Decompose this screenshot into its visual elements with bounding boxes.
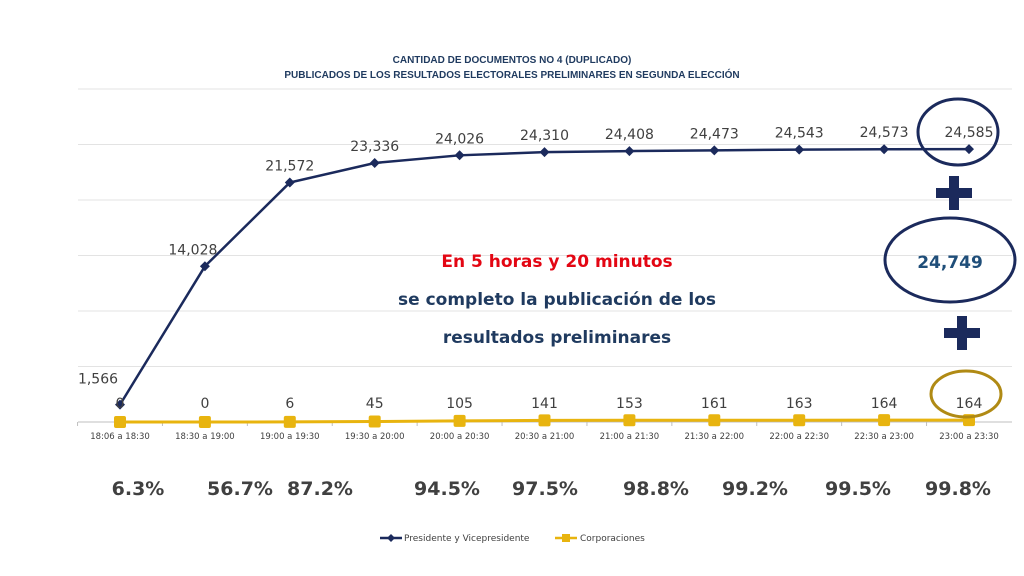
data-label: 45 — [366, 396, 384, 412]
chart-title: CANTIDAD DE DOCUMENTOS NO 4 (DUPLICADO) — [393, 55, 632, 66]
percentage-label: 97.5% — [512, 478, 578, 500]
data-label: 0 — [116, 396, 125, 412]
data-label: 24,473 — [690, 126, 739, 142]
x-tick-label: 22:00 a 22:30 — [769, 432, 829, 442]
data-point-corporaciones[interactable] — [283, 415, 296, 428]
percentage-label: 98.8% — [623, 478, 689, 500]
data-label: 1,566 — [78, 372, 118, 388]
x-tick-label: 19:00 a 19:30 — [260, 432, 320, 442]
x-tick-label: 22:30 a 23:00 — [854, 432, 914, 442]
x-tick-label: 18:06 a 18:30 — [90, 432, 150, 442]
data-point-corporaciones[interactable] — [198, 416, 211, 428]
data-point-presidente[interactable] — [369, 157, 380, 168]
legend-label: Presidente y Vicepresidente — [404, 534, 530, 544]
data-label: 0 — [200, 396, 209, 412]
data-point-corporaciones[interactable] — [708, 414, 721, 427]
data-point-corporaciones[interactable] — [623, 414, 636, 427]
data-point-corporaciones[interactable] — [793, 414, 806, 427]
data-label: 23,336 — [350, 139, 399, 155]
data-label: 24,543 — [775, 126, 824, 142]
total-value: 24,749 — [917, 253, 983, 273]
legend-label: Corporaciones — [580, 534, 645, 544]
total-circle — [883, 216, 1017, 304]
percentage-label: 94.5% — [414, 478, 480, 500]
data-label: 14,028 — [168, 242, 217, 258]
data-point-corporaciones[interactable] — [368, 415, 381, 428]
data-point-presidente[interactable] — [624, 146, 635, 157]
plus-icon — [944, 316, 980, 350]
square-marker-icon — [562, 534, 570, 542]
data-point-presidente[interactable] — [879, 144, 890, 155]
data-point-presidente[interactable] — [115, 399, 125, 410]
x-tick-label: 21:00 a 21:30 — [600, 432, 660, 442]
annotation-time: En 5 horas y 20 minutos — [441, 252, 672, 272]
diamond-marker-icon — [387, 534, 395, 542]
data-label: 24,408 — [605, 127, 654, 143]
data-label: 163 — [786, 396, 813, 412]
data-label: 6 — [285, 396, 294, 412]
percentage-label: 99.8% — [925, 478, 991, 500]
data-point-corporaciones[interactable] — [878, 414, 891, 427]
x-tick-label: 18:30 a 19:00 — [175, 432, 235, 442]
percentage-label: 87.2% — [287, 478, 353, 500]
data-label: 24,310 — [520, 128, 569, 144]
data-point-corporaciones[interactable] — [538, 414, 551, 427]
legend-item-corporaciones[interactable]: Corporaciones — [555, 534, 645, 544]
data-label: 164 — [956, 396, 983, 412]
highlight-circle-corporaciones — [929, 369, 1003, 419]
data-label: 24,573 — [860, 125, 909, 141]
chart-subtitle: PUBLICADOS DE LOS RESULTADOS ELECTORALES… — [284, 68, 739, 81]
legend: Presidente y Vicepresidente Corporacione… — [380, 534, 645, 544]
data-point-presidente[interactable] — [539, 147, 550, 158]
data-point-presidente[interactable] — [794, 144, 805, 155]
data-point-corporaciones[interactable] — [114, 416, 126, 428]
data-point-presidente[interactable] — [964, 144, 974, 155]
data-label: 24,026 — [435, 131, 484, 147]
data-point-presidente[interactable] — [284, 177, 295, 188]
data-label: 161 — [701, 396, 728, 412]
data-label: 141 — [531, 396, 558, 412]
data-label: 21,572 — [265, 159, 314, 175]
annotation-line2: se completo la publicación de los — [398, 290, 716, 310]
percentage-label: 99.2% — [722, 478, 788, 500]
annotation-line3: resultados preliminares — [443, 328, 671, 348]
data-label: 153 — [616, 396, 643, 412]
legend-item-presidente[interactable]: Presidente y Vicepresidente — [380, 534, 530, 544]
x-tick-label: 19:30 a 20:00 — [345, 432, 405, 442]
data-point-presidente[interactable] — [199, 261, 210, 272]
x-tick-label: 20:00 a 20:30 — [430, 432, 490, 442]
percentage-label: 56.7% — [207, 478, 273, 500]
data-label: 105 — [446, 396, 473, 412]
x-tick-label: 21:30 a 22:00 — [684, 432, 744, 442]
data-point-presidente[interactable] — [709, 145, 720, 156]
data-label: 24,585 — [945, 125, 994, 141]
x-tick-label: 23:00 a 23:30 — [939, 432, 999, 442]
plus-icon — [936, 176, 972, 210]
data-point-corporaciones[interactable] — [453, 414, 466, 427]
highlight-circle-presidente — [916, 97, 1000, 167]
data-point-presidente[interactable] — [454, 150, 465, 161]
x-tick-label: 20:30 a 21:00 — [515, 432, 575, 442]
data-label: 164 — [871, 396, 898, 412]
percentage-label: 99.5% — [825, 478, 891, 500]
percentage-label: 6.3% — [112, 478, 165, 500]
